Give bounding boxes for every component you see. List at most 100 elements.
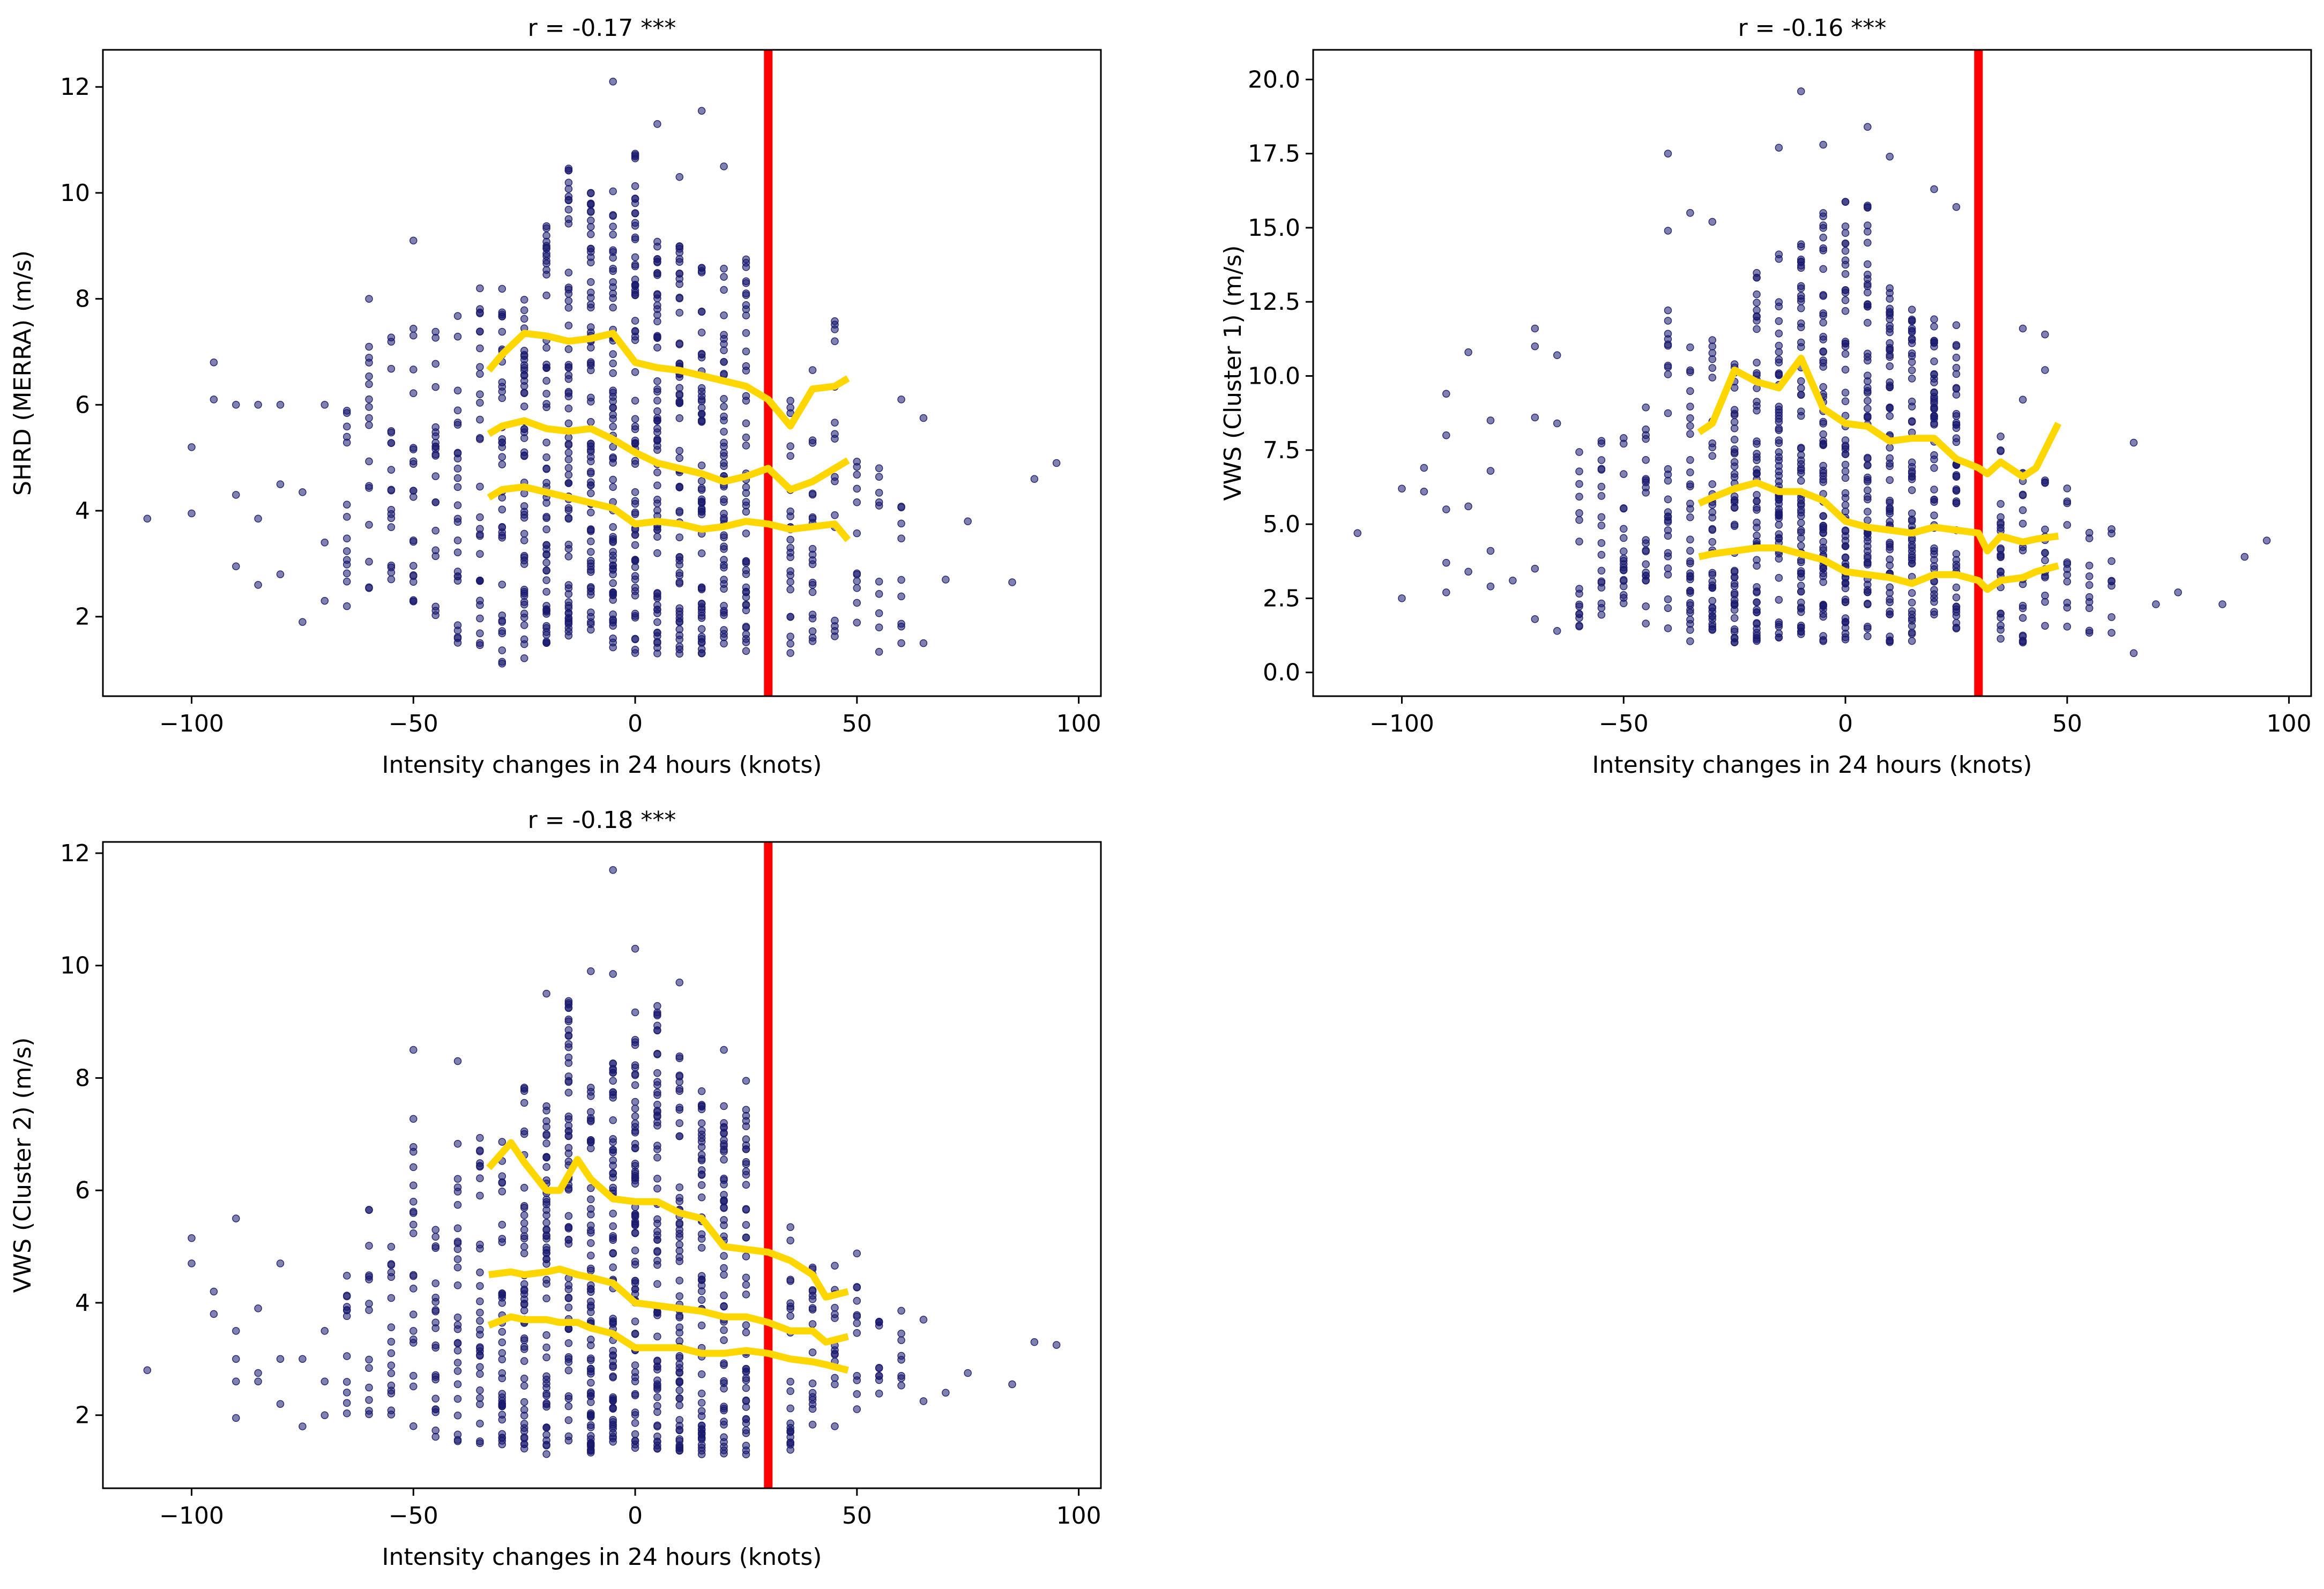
- data-point: [675, 1314, 684, 1322]
- data-point: [1797, 384, 1805, 392]
- data-point: [365, 1383, 373, 1392]
- data-point: [1753, 518, 1761, 527]
- data-point: [1686, 589, 1694, 597]
- data-point: [1819, 610, 1827, 618]
- data-point: [1686, 402, 1694, 411]
- y-tick-label: 17.5: [1248, 140, 1300, 168]
- data-point: [542, 514, 550, 522]
- data-point: [609, 1357, 617, 1365]
- data-point: [653, 332, 661, 340]
- data-point: [1886, 539, 1894, 547]
- data-point: [653, 1049, 661, 1058]
- data-point: [720, 545, 728, 553]
- data-point: [853, 1329, 861, 1337]
- data-point: [431, 443, 440, 451]
- x-tick-label: 50: [2052, 710, 2082, 737]
- data-point: [1797, 377, 1805, 385]
- data-point: [1841, 229, 1850, 237]
- data-point: [587, 1367, 595, 1376]
- data-point: [1864, 319, 1872, 327]
- data-point: [964, 517, 972, 526]
- data-point: [564, 166, 573, 175]
- data-point: [1930, 511, 1938, 519]
- data-point: [564, 1184, 573, 1192]
- data-point: [476, 390, 484, 399]
- data-point: [1908, 637, 1916, 645]
- data-point: [1686, 468, 1694, 476]
- data-point: [254, 1304, 262, 1312]
- data-point: [786, 1236, 794, 1244]
- data-point: [653, 1088, 661, 1096]
- data-point: [720, 286, 728, 294]
- data-point: [786, 632, 794, 640]
- data-point: [1841, 389, 1850, 397]
- data-point: [564, 1366, 573, 1375]
- data-point: [1908, 559, 1916, 568]
- data-point: [675, 978, 684, 987]
- data-point: [1930, 357, 1938, 365]
- data-point: [1930, 550, 1938, 558]
- data-point: [1864, 397, 1872, 405]
- data-point: [1486, 416, 1495, 424]
- data-point: [808, 560, 817, 569]
- data-point: [1864, 516, 1872, 524]
- data-point: [542, 1436, 550, 1444]
- data-point: [808, 490, 817, 499]
- x-axis: −100 −50 0 50 100: [159, 1488, 1101, 1530]
- data-point: [520, 1433, 528, 1441]
- data-point: [1464, 348, 1472, 356]
- data-point: [1708, 452, 1717, 460]
- data-point: [1930, 498, 1938, 506]
- data-point: [609, 1372, 617, 1381]
- data-point: [232, 401, 240, 409]
- data-point: [1886, 632, 1894, 640]
- data-point: [742, 1205, 750, 1213]
- data-point: [1819, 318, 1827, 327]
- data-point: [631, 1038, 639, 1046]
- data-point: [808, 1421, 817, 1429]
- data-point: [1730, 522, 1739, 530]
- trend-line-lower: [487, 483, 851, 542]
- data-point: [476, 327, 484, 336]
- data-point: [520, 306, 528, 315]
- data-point: [542, 558, 550, 567]
- data-point: [609, 570, 617, 579]
- data-point: [365, 457, 373, 466]
- data-point: [1775, 436, 1783, 444]
- data-point: [1886, 598, 1894, 606]
- data-point: [742, 397, 750, 405]
- data-point: [1997, 446, 2005, 454]
- data-point: [697, 1143, 706, 1151]
- data-point: [831, 1310, 839, 1318]
- data-point: [1864, 271, 1872, 279]
- data-point: [1775, 329, 1783, 338]
- x-tick-label: −100: [159, 1502, 224, 1530]
- data-point: [431, 1318, 440, 1326]
- data-point: [609, 548, 617, 556]
- data-point: [1886, 459, 1894, 467]
- data-point: [853, 1405, 861, 1413]
- data-point: [720, 311, 728, 319]
- data-point: [675, 309, 684, 317]
- data-point: [2018, 632, 2027, 641]
- data-point: [720, 1252, 728, 1260]
- data-point: [587, 548, 595, 556]
- data-point: [299, 618, 307, 626]
- data-point: [1753, 290, 1761, 299]
- data-point: [1398, 594, 1406, 602]
- data-point: [720, 533, 728, 541]
- data-point: [587, 366, 595, 375]
- data-point: [1775, 453, 1783, 461]
- y-tick-label: 12.5: [1248, 288, 1300, 316]
- data-point: [653, 496, 661, 504]
- data-point: [342, 1409, 351, 1418]
- data-point: [675, 454, 684, 462]
- x-axis-label: Intensity changes in 24 hours (knots): [382, 751, 822, 779]
- data-point: [564, 1358, 573, 1366]
- data-point: [520, 371, 528, 379]
- data-point: [564, 598, 573, 606]
- data-point: [520, 1375, 528, 1383]
- data-point: [587, 481, 595, 489]
- data-point: [431, 1371, 440, 1379]
- data-point: [919, 1316, 928, 1324]
